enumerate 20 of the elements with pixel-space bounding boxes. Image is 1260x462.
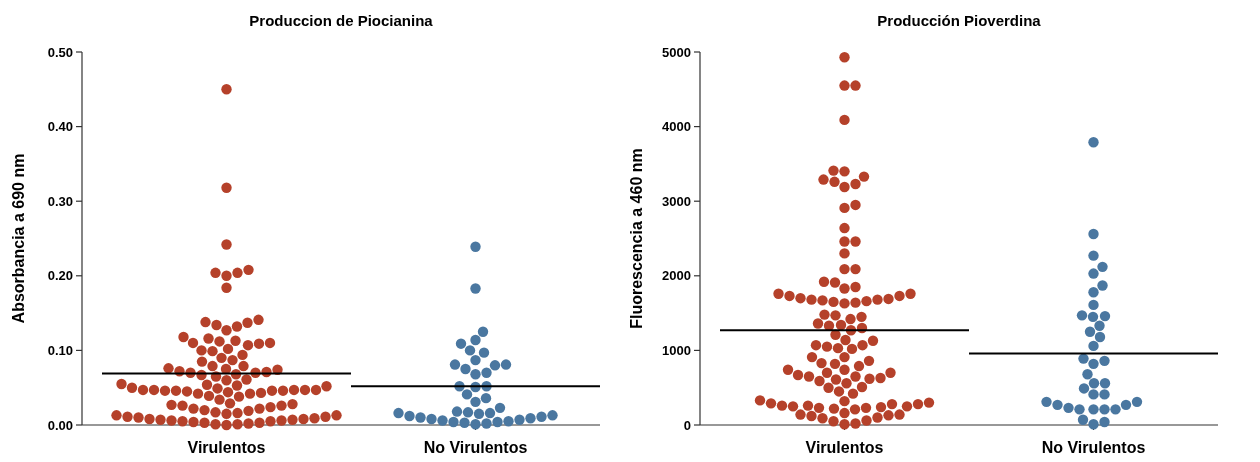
y-tick-label: 0.30 xyxy=(47,193,73,209)
x-tick-label: Virulentos xyxy=(805,439,884,456)
y-tick-label: 3000 xyxy=(662,193,691,209)
x-tick-label: No Virulentos xyxy=(1041,439,1146,456)
y-tick-label: 4000 xyxy=(662,119,691,135)
chart-title: Producción Pioverdina xyxy=(877,12,1042,29)
x-tick-label: No Virulentos xyxy=(423,439,528,456)
y-tick-label: 0.00 xyxy=(47,417,73,433)
y-axis-title: Absorbancia a 690 nm xyxy=(10,153,27,324)
y-tick-label: 1000 xyxy=(662,342,691,358)
chart-title: Produccion de Piocianina xyxy=(249,12,434,29)
y-tick-label: 0.50 xyxy=(47,44,73,60)
y-tick-label: 0.10 xyxy=(47,342,73,358)
y-axis-title: Fluorescencia a 460 nm xyxy=(628,148,645,329)
y-tick-label: 2000 xyxy=(662,268,691,284)
y-tick-label: 0 xyxy=(683,417,691,433)
y-tick-label: 0.40 xyxy=(47,119,73,135)
y-tick-label: 0.20 xyxy=(47,268,73,284)
x-tick-label: Virulentos xyxy=(187,439,266,456)
y-tick-label: 5000 xyxy=(662,44,691,60)
